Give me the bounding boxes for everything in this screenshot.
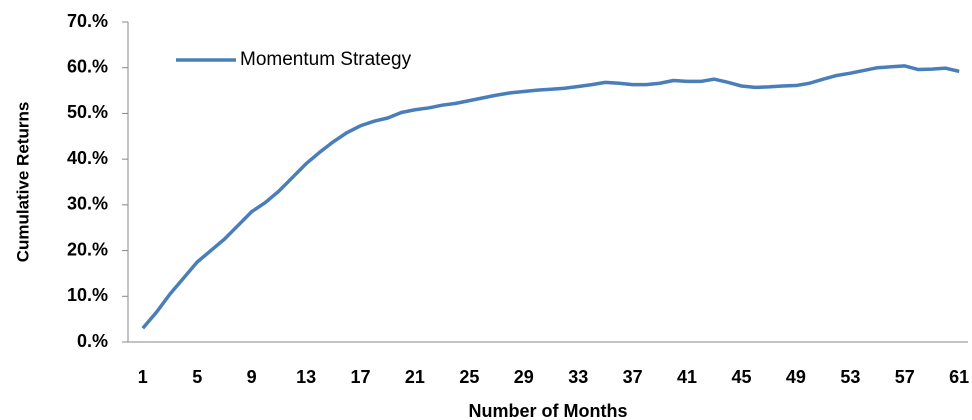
y-tick-label: 50.%: [67, 102, 108, 122]
x-tick-label: 1: [138, 367, 148, 387]
x-tick-label: 17: [350, 367, 370, 387]
x-tick-label: 21: [405, 367, 425, 387]
x-tick-label: 61: [949, 367, 969, 387]
y-tick-label: 40.%: [67, 148, 108, 168]
y-tick-label: 0.%: [77, 331, 108, 351]
x-tick-label: 13: [296, 367, 316, 387]
x-tick-label: 9: [247, 367, 257, 387]
series-line: [141, 64, 960, 330]
y-tick-label: 10.%: [67, 285, 108, 305]
y-tick-label: 70.%: [67, 11, 108, 31]
legend-label: Momentum Strategy: [240, 49, 412, 70]
x-tick-label: 25: [459, 367, 479, 387]
x-tick-label: 29: [514, 367, 534, 387]
x-axis-title: Number of Months: [469, 401, 628, 420]
y-tick-label: 30.%: [67, 194, 108, 214]
x-tick-label: 45: [731, 367, 751, 387]
y-axis-title: Cumulative Returns: [13, 102, 32, 263]
x-tick-label: 57: [895, 367, 915, 387]
y-tick-label: 60.%: [67, 56, 108, 76]
x-tick-label: 33: [568, 367, 588, 387]
x-tick-label: 53: [840, 367, 860, 387]
x-tick-label: 49: [786, 367, 806, 387]
x-tick-label: 37: [623, 367, 643, 387]
x-tick-label: 41: [677, 367, 697, 387]
x-tick-label: 5: [192, 367, 202, 387]
y-tick-label: 20.%: [67, 239, 108, 259]
